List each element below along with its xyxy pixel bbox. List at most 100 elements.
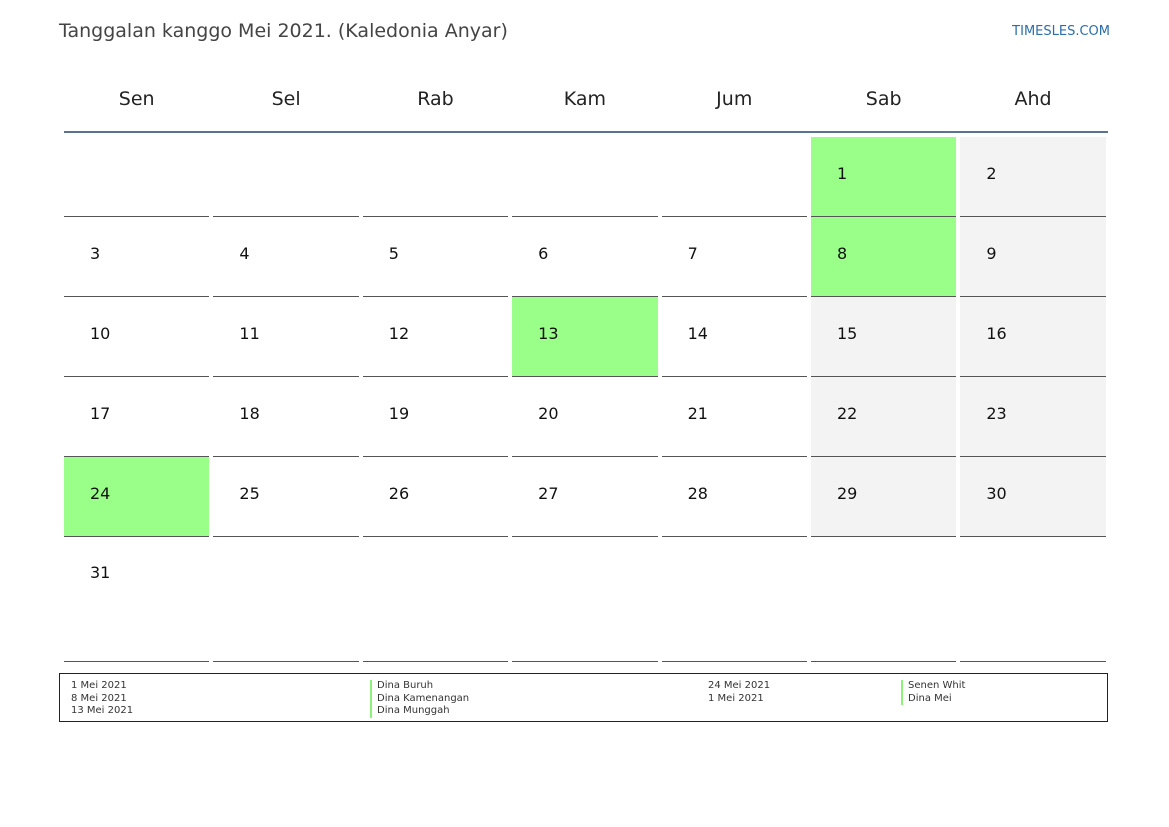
legend-date: 24 Mei 2021 [708,680,771,691]
calendar-week-row: 3 4 5 6 7 8 9 [62,217,1108,297]
empty-day-cell [661,137,807,217]
day-number: 26 [388,484,410,503]
legend-date: 8 Mei 2021 [71,692,127,704]
day-cell[interactable]: 20 [512,377,658,457]
day-number: 28 [687,484,708,503]
day-number: 15 [836,324,858,343]
day-cell[interactable]: 31 [64,537,210,662]
day-number: 9 [986,244,997,263]
day-cell[interactable]: 28 [661,457,807,537]
day-cell[interactable]: 27 [512,457,658,537]
day-cell[interactable]: 24 [64,457,210,537]
empty-day-cell [810,537,957,662]
day-cell[interactable]: 21 [661,377,807,457]
legend-holiday-name: Dina Buruh [370,680,469,693]
day-cell[interactable]: 25 [213,457,359,537]
day-number: 17 [90,404,111,423]
day-number: 24 [90,484,111,503]
calendar: Sen Sel Rab Kam Jum Sab Ahd 1 2 3 4 5 6 7 8 9 10 1… [62,78,1108,662]
day-cell[interactable]: 18 [213,377,359,457]
calendar-week-row: 17 18 19 20 21 22 23 [62,377,1108,457]
empty-day-cell [213,137,359,217]
day-cell[interactable]: 30 [960,457,1106,537]
day-number: 16 [986,324,1007,343]
day-number: 29 [836,484,858,503]
page-title: Tanggalan kanggo Mei 2021. (Kaledonia An… [59,20,508,42]
day-cell[interactable]: 19 [362,377,509,457]
day-number: 30 [986,484,1007,503]
day-number: 1 [836,164,848,183]
day-cell[interactable]: 1 [810,137,957,217]
empty-day-cell [512,537,658,662]
day-cell[interactable]: 2 [960,137,1106,217]
day-cell[interactable]: 17 [64,377,210,457]
day-number: 18 [239,404,260,423]
day-cell[interactable]: 7 [661,217,807,297]
day-number: 8 [836,244,848,263]
legend-names-right: Senen Whit Dina Mei [901,680,965,705]
day-cell[interactable]: 15 [810,297,957,377]
day-cell[interactable]: 5 [362,217,509,297]
day-number: 20 [538,404,559,423]
header-divider [64,131,1108,133]
day-cell[interactable]: 10 [64,297,210,377]
legend-dates-left: 1 Mei 2021 8 Mei 2021 13 Mei 2021 [71,680,133,718]
day-cell[interactable]: 14 [661,297,807,377]
day-cell[interactable]: 9 [960,217,1106,297]
day-number: 27 [538,484,559,503]
weekday-label: Jum [716,88,753,110]
weekday-label: Rab [417,88,454,110]
legend-names-left: Dina Buruh Dina Kamenangan Dina Munggah [370,680,469,718]
legend-date: 1 Mei 2021 [708,692,764,704]
day-number: 22 [836,404,858,423]
empty-day-cell [213,537,359,662]
day-number: 31 [90,563,111,582]
legend-date: 1 Mei 2021 [71,680,127,691]
holiday-legend: 1 Mei 2021 8 Mei 2021 13 Mei 2021 Dina B… [59,673,1108,722]
weekday-label: Sel [271,88,301,110]
legend-holiday-name: Senen Whit [901,680,965,693]
day-cell[interactable]: 3 [64,217,210,297]
day-number: 4 [239,244,250,263]
day-number: 12 [388,324,410,343]
weekday-label: Kam [563,88,606,110]
day-cell[interactable]: 12 [362,297,509,377]
day-number: 23 [986,404,1007,423]
brand-link[interactable]: TIMESLES.COM [1012,24,1110,39]
empty-day-cell [64,137,210,217]
day-cell[interactable]: 6 [512,217,658,297]
day-cell[interactable]: 8 [810,217,957,297]
day-cell[interactable]: 16 [960,297,1106,377]
day-cell[interactable]: 13 [512,297,658,377]
day-number: 25 [239,484,260,503]
legend-holiday-name: Dina Mei [901,692,965,705]
calendar-week-row: 10 11 12 13 14 15 16 [62,297,1108,377]
legend-date: 13 Mei 2021 [71,705,134,716]
empty-day-cell [362,137,509,217]
calendar-grid: 1 2 3 4 5 6 7 8 9 10 11 12 13 14 15 16 17 18 19 20 21 22 23 24 2… [62,137,1108,662]
calendar-week-row: 31 [62,537,1108,662]
day-cell[interactable]: 29 [810,457,957,537]
weekday-label: Sab [865,88,902,110]
weekday-label: Sen [118,88,155,110]
day-cell[interactable]: 23 [960,377,1106,457]
empty-day-cell [960,537,1106,662]
legend-holiday-name: Dina Munggah [370,705,469,718]
empty-day-cell [362,537,509,662]
day-cell[interactable]: 4 [213,217,359,297]
legend-dates-right: 24 Mei 2021 1 Mei 2021 [708,680,770,705]
weekday-header-row: Sen Sel Rab Kam Jum Sab Ahd [62,78,1108,120]
day-number: 11 [239,324,260,343]
day-number: 2 [986,164,997,183]
day-number: 7 [687,244,698,263]
day-number: 3 [90,244,101,263]
day-cell[interactable]: 22 [810,377,957,457]
day-cell[interactable]: 11 [213,297,359,377]
day-cell[interactable]: 26 [362,457,509,537]
day-number: 6 [538,244,549,263]
day-number: 13 [538,324,559,343]
day-number: 10 [90,324,111,343]
day-number: 19 [388,404,410,423]
calendar-week-row: 24 25 26 27 28 29 30 [62,457,1108,537]
